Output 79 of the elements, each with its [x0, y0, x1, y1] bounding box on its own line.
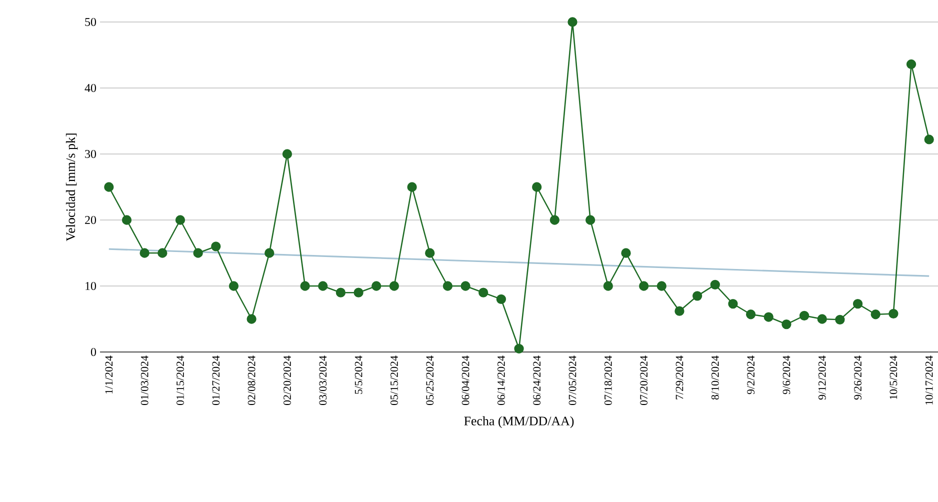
x-tick-label: 1/1/2024 — [105, 356, 113, 394]
point — [817, 314, 827, 324]
x-tick-label: 07/18/2024 — [604, 356, 612, 406]
y-axis-title: Velocidad [mm/s pk] — [66, 134, 78, 242]
point — [674, 306, 684, 316]
point — [478, 288, 488, 298]
point — [158, 248, 168, 258]
point — [870, 310, 880, 320]
y-tick-label: 20 — [85, 216, 96, 224]
x-tick-label: 02/20/2024 — [284, 356, 291, 406]
point — [460, 281, 470, 291]
point — [246, 314, 256, 324]
x-tick-label: 07/20/2024 — [640, 356, 648, 406]
point — [532, 182, 542, 192]
point — [585, 215, 596, 225]
point — [318, 281, 328, 291]
point — [300, 281, 310, 291]
point — [799, 310, 810, 321]
point — [193, 248, 203, 258]
point — [140, 248, 150, 258]
point — [692, 291, 702, 301]
x-tick-label: 03/03/2024 — [319, 356, 327, 406]
x-tick-label: 9/6/2024 — [782, 356, 790, 394]
y-tick-label: 50 — [85, 18, 96, 26]
x-tick-label: 5/5/2024 — [354, 356, 362, 394]
point — [122, 215, 132, 225]
point — [924, 134, 934, 144]
point — [782, 319, 792, 330]
x-tick-label: 9/26/2024 — [854, 356, 862, 400]
point — [514, 344, 524, 354]
y-tick-label: 10 — [86, 282, 96, 290]
point — [372, 281, 382, 291]
point — [835, 314, 845, 324]
point — [264, 248, 274, 258]
x-tick-label: 06/04/2024 — [462, 356, 470, 406]
point — [496, 294, 506, 304]
point — [852, 298, 863, 309]
x-tick-label: 9/2/2024 — [747, 356, 754, 394]
x-tick-label: 01/27/2024 — [212, 356, 220, 406]
point — [425, 248, 435, 258]
point — [764, 312, 774, 322]
point — [638, 281, 649, 291]
x-tick-label: 8/10/2024 — [711, 356, 719, 400]
point — [728, 298, 738, 309]
point — [354, 288, 364, 298]
point — [175, 215, 186, 225]
point — [621, 248, 631, 258]
point — [656, 281, 666, 291]
point — [389, 281, 400, 291]
x-tick-label: 02/08/2024 — [248, 356, 256, 406]
y-tick-label: 40 — [84, 84, 96, 92]
point — [336, 288, 346, 298]
point — [442, 281, 453, 291]
x-tick-label: 07/05/2024 — [568, 356, 576, 406]
point — [282, 149, 292, 159]
x-tick-label: 05/25/2024 — [426, 356, 434, 406]
x-tick-label: 10/5/2024 — [890, 356, 898, 399]
x-tick-label: 10/17/2024 — [925, 356, 933, 404]
point — [407, 182, 417, 192]
x-tick-label: 01/15/2024 — [176, 356, 184, 406]
point — [710, 280, 720, 290]
y-tick-label: 0 — [90, 348, 96, 356]
x-tick-label: 9/12/2024 — [818, 356, 826, 400]
point — [550, 215, 560, 225]
point — [568, 17, 578, 27]
point — [888, 308, 898, 319]
x-tick-label: 01/03/2024 — [140, 356, 148, 406]
x-tick-label: 7/29/2024 — [676, 356, 684, 400]
point — [603, 281, 613, 291]
y-tick-label: 30 — [85, 150, 96, 158]
point — [746, 310, 756, 320]
x-axis-title: Fecha (MM/DD/AA) — [464, 416, 574, 428]
x-tick-label: 06/14/2024 — [497, 356, 505, 406]
x-tick-label: 06/24/2024 — [533, 356, 541, 406]
point — [228, 281, 239, 291]
x-tick-label: 05/15/2024 — [390, 356, 398, 406]
point — [211, 242, 221, 252]
point — [906, 59, 916, 70]
point — [104, 182, 114, 192]
